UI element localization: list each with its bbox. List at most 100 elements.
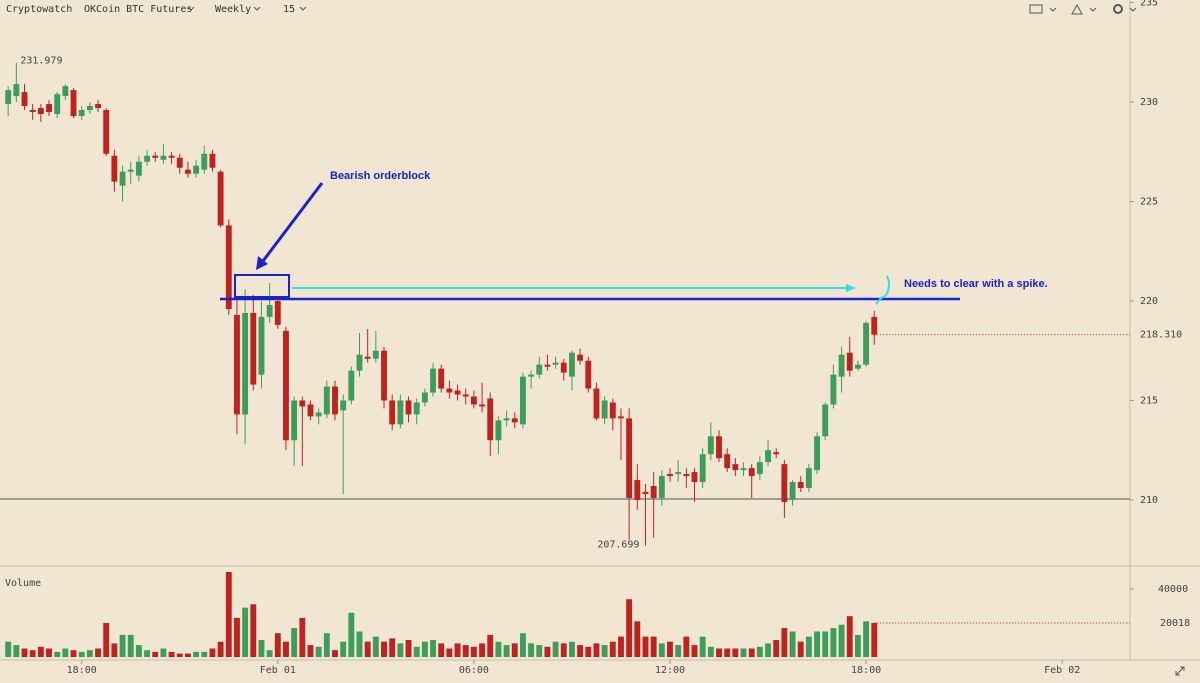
candle-body bbox=[168, 155, 175, 158]
volume-label: Volume bbox=[5, 578, 41, 589]
volume-bar bbox=[127, 634, 134, 657]
volume-bar bbox=[217, 641, 224, 657]
volume-bar bbox=[193, 651, 200, 657]
volume-bar bbox=[724, 648, 731, 657]
candle-body bbox=[135, 161, 142, 176]
candle-body bbox=[307, 404, 314, 417]
volume-bar bbox=[176, 653, 183, 657]
volume-bar bbox=[258, 639, 265, 657]
candle-body bbox=[626, 418, 633, 498]
volume-bar bbox=[854, 634, 861, 657]
volume-bar bbox=[184, 653, 191, 657]
candle-body bbox=[748, 468, 755, 477]
volume-bar bbox=[838, 624, 845, 657]
orderblock-box bbox=[234, 274, 290, 298]
candle-body bbox=[454, 390, 461, 395]
volume-bar bbox=[323, 633, 330, 657]
volume-bar bbox=[830, 628, 837, 657]
cyan-arrow-head bbox=[846, 284, 856, 292]
y-tick-label: 235 bbox=[1140, 0, 1158, 9]
interval-select[interactable]: 15 bbox=[283, 4, 295, 15]
candle-body bbox=[421, 392, 428, 403]
volume-bar bbox=[846, 616, 853, 657]
volume-bar bbox=[348, 612, 355, 657]
volume-bar bbox=[274, 633, 281, 657]
price-axis-bg bbox=[1130, 0, 1200, 683]
volume-bar bbox=[430, 639, 436, 657]
candle-body bbox=[658, 476, 665, 498]
volume-bar bbox=[495, 641, 502, 657]
volume-bar bbox=[822, 631, 829, 657]
candle-body bbox=[430, 368, 436, 393]
candle-body bbox=[495, 420, 502, 441]
candle-body bbox=[283, 330, 289, 441]
volume-bar bbox=[168, 651, 175, 657]
candle-body bbox=[503, 418, 510, 421]
volume-bar bbox=[707, 646, 714, 657]
volume-bar bbox=[650, 636, 657, 657]
volume-bar bbox=[13, 645, 20, 657]
expand-icon[interactable] bbox=[1175, 666, 1185, 676]
candle-body bbox=[650, 486, 657, 498]
candle-body bbox=[446, 388, 453, 393]
site-name[interactable]: Cryptowatch bbox=[6, 4, 72, 15]
x-tick-label: 18:00 bbox=[851, 665, 881, 676]
volume-bar bbox=[95, 648, 101, 657]
period-select[interactable]: Weekly bbox=[215, 4, 251, 15]
volume-bar bbox=[46, 648, 52, 657]
volume-bar bbox=[152, 651, 159, 657]
volume-bar bbox=[871, 622, 878, 657]
candle-body bbox=[805, 468, 812, 489]
candle-body bbox=[193, 165, 200, 174]
volume-bar bbox=[683, 636, 690, 657]
volume-bar bbox=[863, 621, 870, 657]
candle-body bbox=[732, 464, 739, 471]
x-tick-label: Feb 01 bbox=[260, 665, 296, 676]
volume-bar bbox=[299, 617, 306, 657]
candle-body bbox=[675, 472, 682, 475]
volume-bar bbox=[797, 641, 804, 657]
volume-bar bbox=[103, 622, 110, 657]
volume-bar bbox=[454, 643, 461, 657]
candle-body bbox=[340, 400, 347, 411]
candle-body bbox=[274, 301, 281, 325]
volume-bar bbox=[667, 641, 673, 657]
volume-bar bbox=[716, 648, 722, 657]
volume-bar bbox=[225, 571, 232, 657]
y-tick-label: 225 bbox=[1140, 197, 1158, 208]
candle-body bbox=[86, 106, 93, 111]
low-label: 207.699 bbox=[597, 540, 639, 551]
volume-bar bbox=[307, 645, 314, 657]
market-select[interactable]: OKCoin BTC Futures bbox=[84, 4, 192, 15]
candle-body bbox=[250, 312, 257, 385]
volume-bar bbox=[37, 646, 44, 657]
tool-icons[interactable] bbox=[1049, 3, 1137, 15]
candle-body bbox=[740, 468, 747, 471]
candle-body bbox=[462, 394, 469, 397]
candle-body bbox=[54, 94, 61, 114]
candle-body bbox=[78, 110, 85, 116]
volume-bar bbox=[119, 634, 126, 657]
settings-icon[interactable] bbox=[1113, 4, 1123, 14]
volume-bar bbox=[54, 651, 61, 657]
volume-bar bbox=[675, 645, 682, 657]
volume-bar bbox=[805, 636, 812, 657]
candle-body bbox=[536, 364, 543, 375]
candle-body bbox=[765, 450, 771, 463]
x-tick-label: 06:00 bbox=[459, 665, 489, 676]
candle-body bbox=[789, 482, 796, 500]
candle-body bbox=[773, 452, 780, 455]
volume-bar bbox=[438, 643, 445, 657]
candle-body bbox=[691, 472, 698, 483]
volume-bar bbox=[405, 639, 412, 657]
keyboard-icon[interactable] bbox=[1029, 4, 1043, 14]
candle-body bbox=[822, 404, 829, 437]
candle-body bbox=[29, 110, 36, 113]
candle-body bbox=[667, 474, 673, 477]
candle-body bbox=[242, 312, 249, 415]
candle-body bbox=[846, 352, 853, 371]
volume-bar bbox=[503, 645, 510, 657]
volume-bar bbox=[250, 604, 257, 657]
volume-bar bbox=[748, 648, 755, 657]
